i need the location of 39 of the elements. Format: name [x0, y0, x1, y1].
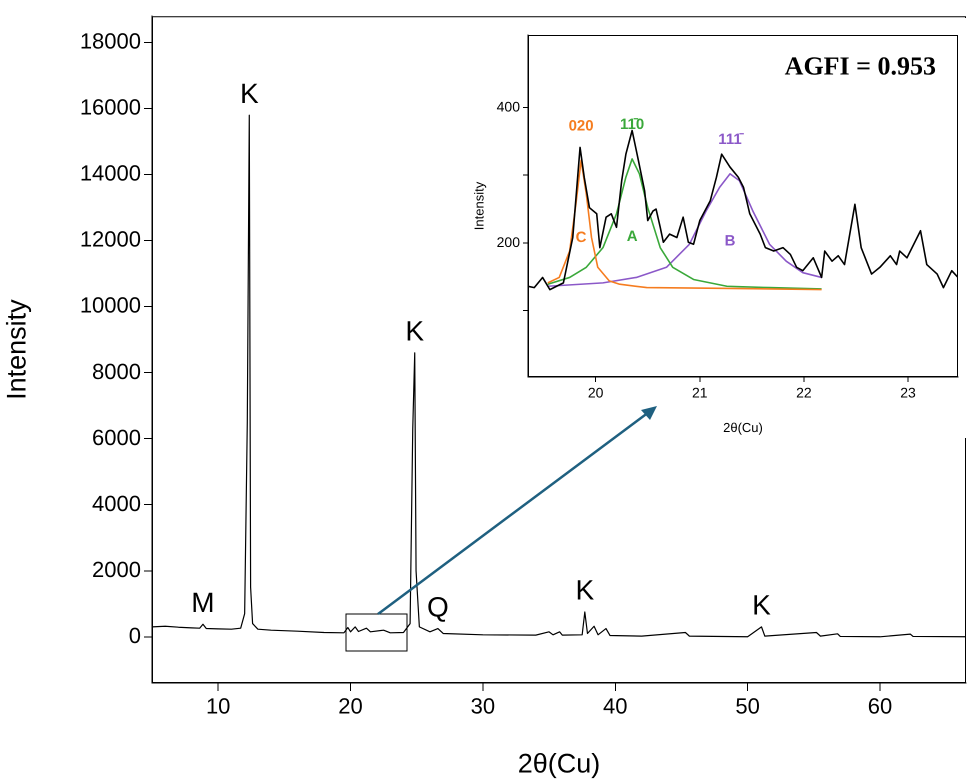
- y-axis-title: Intensity: [471, 181, 486, 230]
- y-tick-label: 16000: [80, 94, 141, 120]
- y-axis-title: Intensity: [2, 298, 32, 400]
- x-axis-title: 2θ(Cu): [518, 748, 600, 778]
- x-axis-title: 2θ(Cu): [723, 420, 763, 435]
- series-label: A: [626, 228, 638, 246]
- x-tick-label: 21: [692, 384, 708, 400]
- y-tick-label: 8000: [92, 358, 141, 384]
- x-tick-label: 20: [588, 384, 604, 400]
- x-tick-label: 20: [338, 693, 363, 718]
- y-tick-label: 4000: [92, 490, 141, 516]
- y-tick-label: 2000: [92, 556, 141, 582]
- series-label: C: [576, 229, 587, 246]
- annotation: K: [240, 78, 259, 109]
- x-tick-label: 22: [796, 384, 812, 400]
- annotation: 020: [568, 117, 594, 134]
- y-tick-label: 12000: [80, 226, 141, 252]
- annotation: Q: [427, 591, 449, 622]
- y-tick-label: 10000: [80, 292, 141, 318]
- annotation: AGFI = 0.953: [784, 52, 936, 81]
- annotation: K: [752, 590, 772, 621]
- y-tick-label: 18000: [80, 28, 141, 54]
- x-tick-label: 23: [900, 384, 916, 400]
- annotation: M: [191, 586, 215, 618]
- series-label: B: [724, 232, 736, 250]
- y-tick-label: 400: [496, 98, 520, 114]
- annotation: K: [575, 574, 594, 606]
- annotation: 111̄: [718, 130, 745, 148]
- annotation: 11̄0: [620, 116, 644, 134]
- x-tick-label: 50: [735, 693, 760, 718]
- y-tick-label: 14000: [80, 160, 141, 186]
- y-tick-label: 200: [496, 234, 520, 250]
- annotation: K: [405, 316, 424, 347]
- x-tick-label: 10: [206, 693, 230, 718]
- x-tick-label: 30: [470, 693, 496, 718]
- x-tick-label: 40: [603, 693, 628, 718]
- x-tick-label: 60: [868, 693, 892, 718]
- y-tick-label: 6000: [92, 424, 141, 450]
- y-tick-label: 0: [128, 622, 141, 648]
